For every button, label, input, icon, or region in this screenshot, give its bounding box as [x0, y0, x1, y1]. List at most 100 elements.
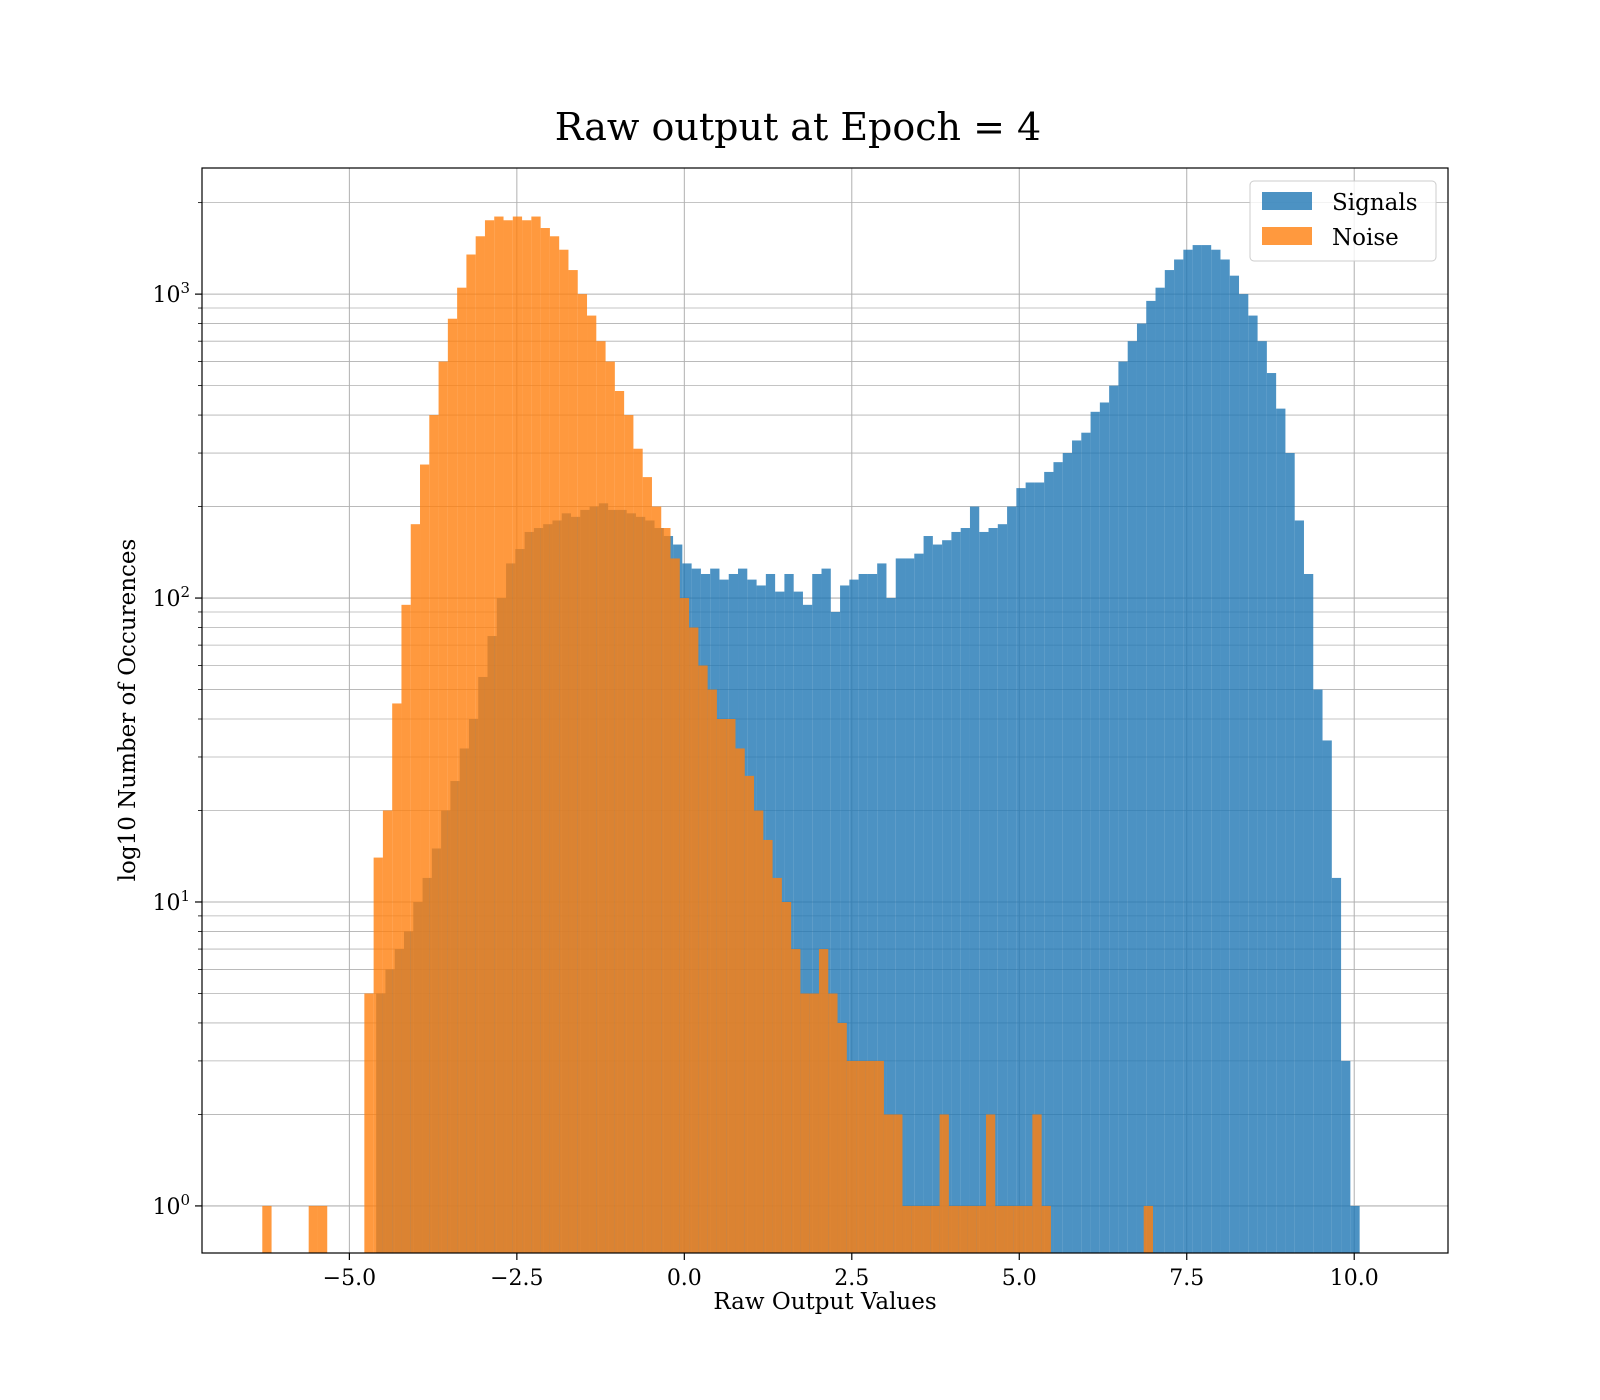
legend-swatch-noise [1262, 227, 1312, 245]
noise-bar [475, 236, 485, 1254]
x-axis-ticks: −5.0 −2.5 0.0 2.5 5.0 7.5 10.0 [323, 1253, 1379, 1291]
noise-bar [587, 315, 597, 1253]
signals-bar [914, 553, 924, 1253]
noise-bar [874, 1060, 884, 1253]
noise-bar [735, 748, 745, 1253]
noise-bar [364, 993, 374, 1253]
signals-bar [830, 611, 841, 1253]
noise-bar [995, 1205, 1005, 1253]
noise-bar [716, 719, 727, 1253]
signals-bar [1294, 520, 1304, 1253]
noise-bar [772, 877, 782, 1253]
x-tick-label: 5.0 [1002, 1266, 1037, 1291]
signals-bar [923, 536, 933, 1253]
noise-bar [661, 528, 671, 1253]
noise-bar [1004, 1205, 1014, 1253]
noise-bar [698, 665, 708, 1253]
signals-bar [1257, 341, 1267, 1253]
x-tick-label: 7.5 [1169, 1266, 1204, 1291]
noise-bar [754, 810, 764, 1253]
noise-bar [958, 1205, 968, 1253]
noise-bar [967, 1205, 977, 1253]
noise-bar [503, 220, 513, 1253]
noise-bar [1023, 1205, 1033, 1253]
signals-bar [988, 528, 998, 1253]
noise-bar [985, 1114, 996, 1253]
signals-bar [1062, 453, 1073, 1253]
legend-swatch-signals [1262, 192, 1312, 210]
noise-bar [642, 477, 652, 1254]
legend: Signals Noise [1249, 180, 1437, 262]
noise-bar [531, 216, 541, 1254]
signals-bar [1053, 462, 1063, 1253]
noise-bar [939, 1114, 949, 1253]
y-tick-label: 101 [152, 887, 190, 916]
signals-bar [1127, 341, 1137, 1253]
signals-bar [858, 573, 868, 1253]
noise-bar [856, 1060, 866, 1253]
noise-bar [577, 294, 588, 1253]
noise-bar [976, 1205, 986, 1253]
noise-bar [568, 270, 578, 1254]
y-axis-ticks: 100 101 102 103 [152, 202, 202, 1220]
legend-label-noise: Noise [1332, 225, 1399, 251]
noise-bar [828, 993, 838, 1253]
noise-bar [1013, 1205, 1024, 1253]
noise-bar [837, 1022, 847, 1253]
signals-bar [1146, 300, 1156, 1253]
signals-bar [1034, 482, 1045, 1253]
noise-bar [670, 558, 680, 1253]
signals-bar [997, 524, 1008, 1253]
noise-bar [373, 857, 383, 1253]
noise-bar [540, 228, 550, 1253]
noise-bar [689, 627, 699, 1253]
y-tick-label: 103 [152, 279, 190, 308]
signals-bar [895, 558, 906, 1253]
signals-bar [1322, 740, 1332, 1253]
noise-bar [512, 216, 523, 1254]
signals-bar [867, 573, 878, 1253]
noise-bar [438, 361, 448, 1253]
signals-bar [840, 585, 850, 1253]
signals-bar [1090, 411, 1100, 1253]
x-axis-label: Raw Output Values [713, 1289, 936, 1315]
y-axis-label: log10 Number of Occurences [115, 539, 141, 882]
signals-bar [1044, 471, 1054, 1253]
noise-bar [846, 1060, 857, 1253]
noise-bar [457, 287, 467, 1253]
signals-bar [802, 604, 813, 1253]
noise-bar [1143, 1205, 1153, 1253]
signals-bar [812, 573, 822, 1253]
signals-bar [1341, 1060, 1351, 1253]
noise-bar [633, 448, 643, 1253]
signals-bar [942, 540, 952, 1253]
signals-bar [1136, 323, 1147, 1253]
signals-bar [1025, 482, 1035, 1253]
signals-bar [1155, 287, 1165, 1253]
x-tick-label: 10.0 [1330, 1266, 1379, 1291]
signals-bar [886, 598, 896, 1253]
noise-bar [262, 1205, 272, 1253]
noise-bar [809, 993, 819, 1253]
noise-bar [494, 216, 504, 1254]
noise-bar [522, 220, 532, 1253]
noise-bar [614, 391, 625, 1254]
signals-bar [1313, 689, 1323, 1253]
signals-bar [1211, 249, 1221, 1253]
signals-bar [1164, 270, 1175, 1254]
signals-bar [1303, 573, 1314, 1253]
signals-bar [821, 568, 831, 1253]
noise-bar [317, 1205, 328, 1253]
signals-bar [877, 563, 887, 1253]
noise-bar [549, 236, 560, 1254]
noise-bar [911, 1205, 922, 1253]
signals-bar [1220, 259, 1230, 1254]
signals-bar [1331, 877, 1342, 1253]
noise-bar [401, 604, 411, 1253]
signals-bar [951, 531, 961, 1253]
noise-bar [763, 839, 773, 1253]
noise-bar [726, 719, 736, 1253]
noise-bar [420, 464, 430, 1254]
plot-frame [201, 167, 1449, 1254]
